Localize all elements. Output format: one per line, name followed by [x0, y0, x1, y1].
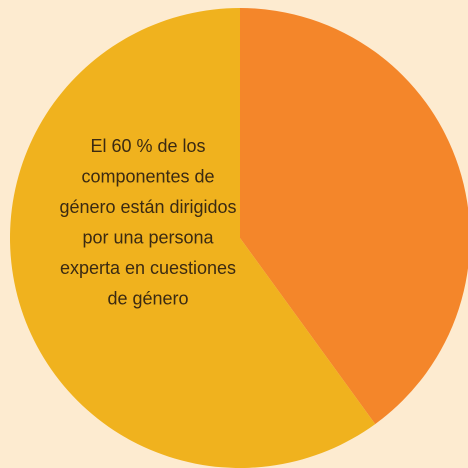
annotation-line: componentes de: [81, 166, 214, 186]
annotation-line: de género: [107, 288, 188, 308]
pie-slice: [240, 8, 468, 425]
annotation-line: El 60 % de los: [90, 136, 205, 156]
annotation-line: por una persona: [82, 227, 214, 247]
pie-slice: [10, 8, 376, 468]
pie: [10, 8, 468, 468]
annotation-line: experta en cuestiones: [60, 258, 236, 278]
annotation-line: género están dirigidos: [59, 197, 236, 217]
annotation: El 60 % de los componentes de género están…: [59, 136, 236, 309]
